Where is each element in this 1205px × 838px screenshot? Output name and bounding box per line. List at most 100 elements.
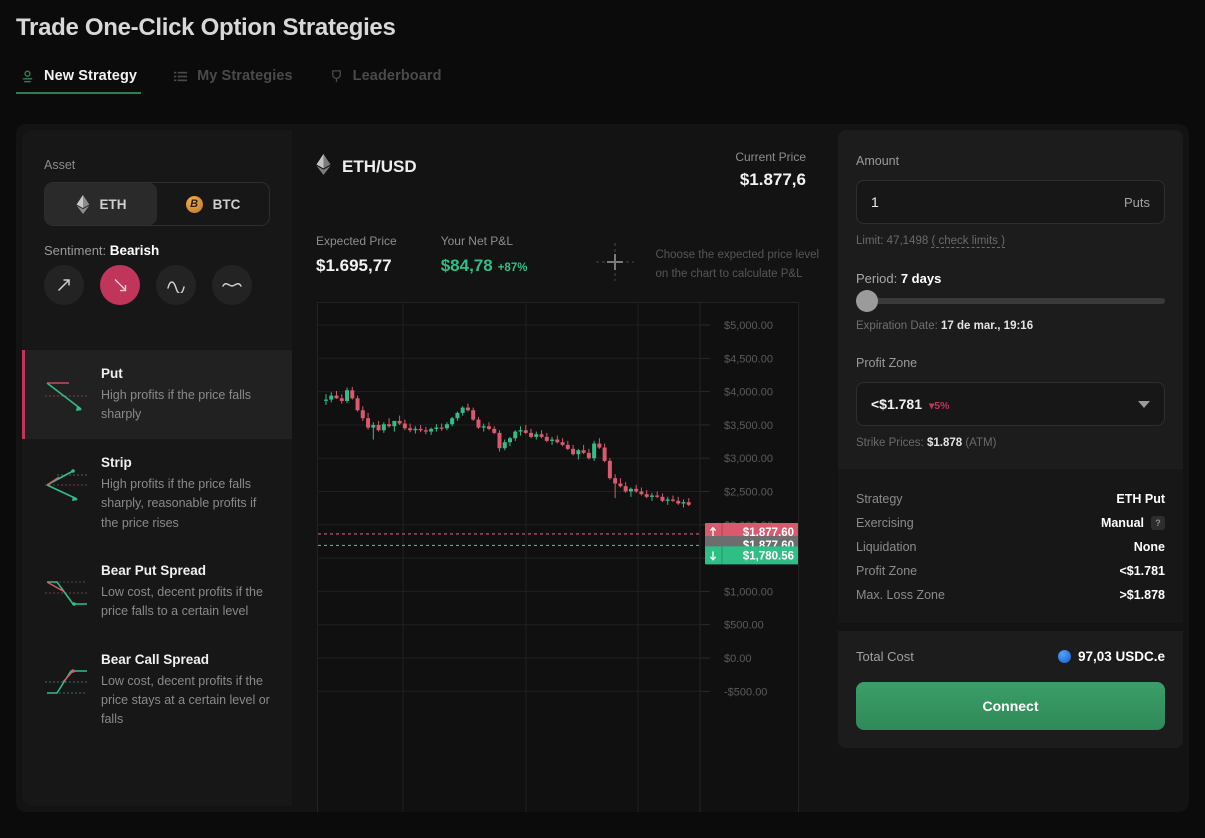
put-payoff-icon [43,376,91,416]
tab-label: New Strategy [44,68,138,84]
strategy-item-strip[interactable]: Strip High profits if the price falls sh… [22,439,292,547]
strategy-name: Strip [101,454,132,470]
summary-value: None [1133,540,1165,554]
sentiment-value: Bearish [109,243,160,258]
strip-payoff-icon [43,465,91,505]
svg-text:$0.00: $0.00 [724,653,752,665]
chart-hint-line-2: on the chart to calculate P&L [655,267,803,280]
connect-button[interactable]: Connect [856,682,1165,730]
tab-leaderboard[interactable]: Leaderboard [325,64,446,94]
bearish-arrow-down-icon [111,276,129,294]
chart-hint: Choose the expected price level on the c… [593,240,819,289]
expiration-prefix: Expiration Date: [856,320,938,332]
asset-option-btc[interactable]: B BTC [157,183,269,225]
strategy-desc: Low cost, decent profits if the price fa… [101,584,263,619]
price-chart[interactable]: $5,000.00 $4,500.00 $4,000.00 $3,500.00 $3,0… [317,302,799,812]
metrics-row: Expected Price $1.695,77 Your Net P&L $8… [316,234,819,289]
expected-price-metric: Expected Price $1.695,77 [316,234,397,276]
strike-suffix: (ATM) [965,437,997,449]
profit-zone-badge: ▾5% [929,400,950,412]
pair-name: ETH/USD [342,157,417,176]
sentiment-bullish-button[interactable] [44,265,84,305]
svg-text:-$500.00: -$500.00 [724,686,767,698]
strike-prices-line: Strike Prices: $1.878 (ATM) [856,437,1165,449]
volatile-wave-icon [166,277,186,293]
summary-row-strategy: Strategy ETH Put [856,487,1165,511]
summary-value-wrap: Manual ? [1101,516,1165,530]
sentiment-neutral-button[interactable] [212,265,252,305]
total-cost-wrap: 97,03 USDC.e [1057,649,1165,664]
period-prefix: Period: [856,271,898,286]
net-pnl-metric: Your Net P&L $84,78 +87% [441,234,528,276]
expected-price-value: $1.695,77 [316,256,392,275]
strike-value: $1.878 [926,437,963,449]
expiration-line: Expiration Date: 17 de mar., 19:16 [856,320,1165,332]
tab-new-strategy[interactable]: New Strategy [16,64,142,94]
total-cost-row: Total Cost 97,03 USDC.e [856,649,1165,664]
period-slider-thumb[interactable] [856,290,878,312]
period-value: 7 days [900,271,942,286]
sentiment-volatile-button[interactable] [156,265,196,305]
neutral-wave-icon [221,279,243,291]
tab-label: My Strategies [197,68,293,84]
main-tabs: New Strategy My Strategies Leaderboard [16,64,446,94]
summary-value: Manual [1100,516,1144,530]
summary-key: Exercising [856,516,914,530]
svg-text:$3,500.00: $3,500.00 [724,420,773,432]
strategy-body: Bear Call Spread Low cost, decent profit… [101,650,274,730]
expiration-value: 17 de mar., 19:16 [941,320,1034,332]
sentiment-bearish-button[interactable] [100,265,140,305]
svg-text:$5,000.00: $5,000.00 [724,320,773,332]
current-price-value: $1.877,6 [739,170,806,189]
summary-key: Max. Loss Zone [856,588,945,602]
strategy-item-put[interactable]: Put High profits if the price falls shar… [22,350,292,439]
strategy-body: Strip High profits if the price falls sh… [101,453,274,533]
crosshair-icon [593,240,637,289]
period-line: Period: 7 days [856,271,1165,286]
chart-panel: ETH/USD Current Price $1.877,6 Expected … [292,124,838,812]
period-slider[interactable] [856,290,1165,312]
trophy-icon [329,69,344,84]
usdc-token-icon [1057,650,1071,663]
amount-input-wrap[interactable]: 1 Puts [856,180,1165,224]
summary-row-max-loss-zone: Max. Loss Zone >$1.878 [856,583,1165,607]
total-cost-label: Total Cost [856,649,914,664]
user-strategy-icon [20,69,35,84]
asset-option-eth[interactable]: ETH [45,183,157,225]
summary-key: Strategy [856,492,903,506]
svg-text:$2,500.00: $2,500.00 [724,487,773,499]
order-summary: Strategy ETH Put Exercising Manual ? Liq… [838,469,1183,623]
summary-key: Liquidation [856,540,917,554]
chevron-down-icon [1138,400,1150,408]
bear-put-spread-payoff-icon [43,573,91,613]
summary-row-exercising: Exercising Manual ? [856,511,1165,535]
current-price-label: Current Price [735,150,806,164]
pair-header: ETH/USD [316,154,417,180]
sentiment-prefix: Sentiment: [44,243,107,258]
strategy-desc: High profits if the price falls sharply,… [101,476,257,530]
tab-my-strategies[interactable]: My Strategies [169,64,297,94]
help-question-icon[interactable]: ? [1151,516,1165,530]
amount-input[interactable]: 1 [871,194,879,210]
amount-unit-label: Puts [1123,194,1150,210]
order-inputs: Amount 1 Puts Limit: 47,1498 ( check lim… [838,130,1183,469]
profit-zone-select[interactable]: <$1.781 ▾5% [856,382,1165,426]
svg-text:$4,000.00: $4,000.00 [724,387,773,399]
summary-value: <$1.781 [1119,564,1165,578]
strategy-item-bear-call-spread[interactable]: Bear Call Spread Low cost, decent profit… [22,636,292,744]
strategy-name: Put [101,366,123,381]
summary-key: Profit Zone [856,564,918,578]
asset-section-label: Asset [44,158,76,172]
list-icon [173,69,188,84]
svg-text:$1,000.00: $1,000.00 [724,586,773,598]
bear-call-spread-payoff-icon [43,662,91,702]
main-shell: Asset ETH B BTC Sentiment: Bearish [16,124,1189,812]
check-limits-link[interactable]: ( check limits ) [931,235,1005,248]
strategy-desc: High profits if the price falls sharply [101,388,252,422]
strategy-item-bear-put-spread[interactable]: Bear Put Spread Low cost, decent profits… [22,547,292,636]
expected-price-label: Expected Price [316,234,397,248]
strategy-body: Put High profits if the price falls shar… [101,364,274,425]
bullish-arrow-up-icon [55,276,73,294]
limit-text: Limit: 47,1498 [856,235,929,247]
